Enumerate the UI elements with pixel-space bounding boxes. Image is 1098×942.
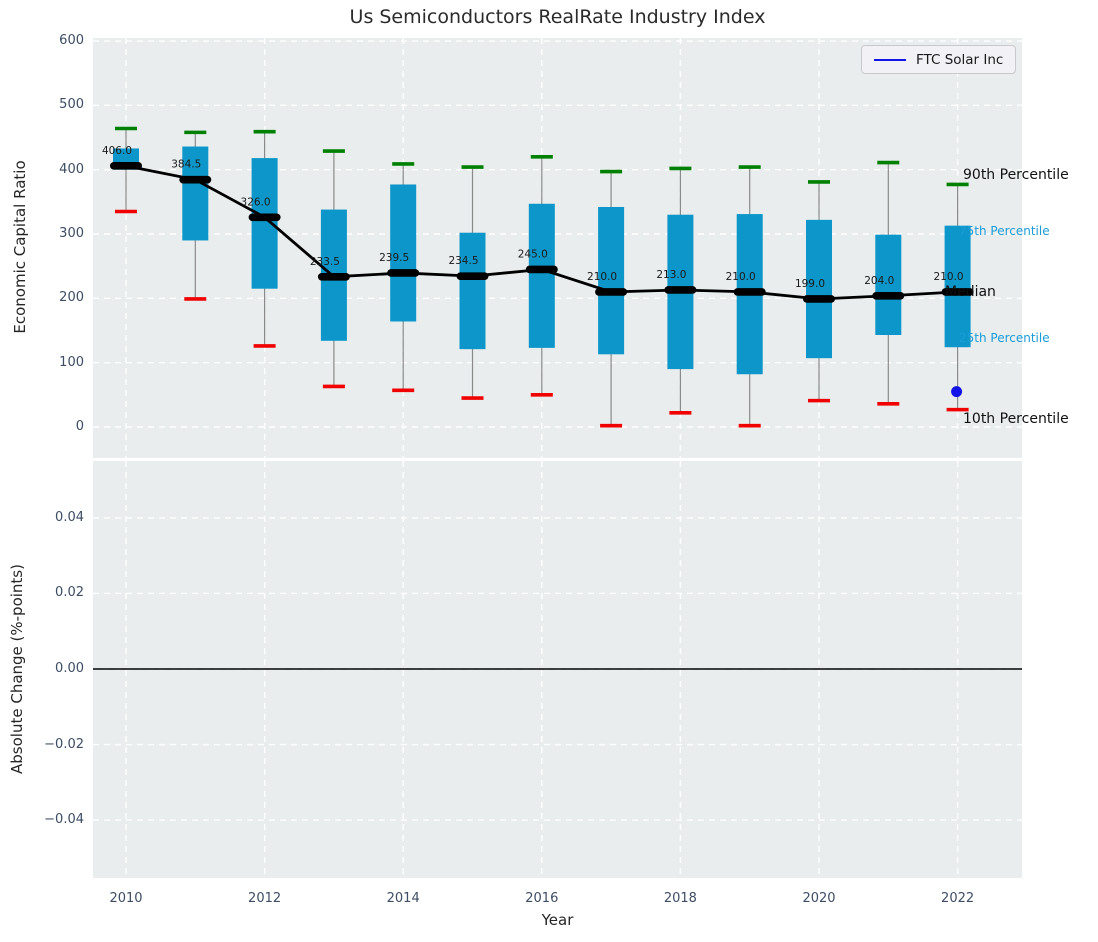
highlight-dot-ftc-solar bbox=[951, 386, 963, 398]
median-value-label: 210.0 bbox=[934, 271, 964, 283]
median-marker bbox=[456, 272, 489, 280]
median-value-label: 384.5 bbox=[171, 159, 201, 171]
median-value-label: 326.0 bbox=[241, 196, 271, 208]
y-tick-label-top: 0 bbox=[75, 419, 84, 434]
y-tick-label-bottom: −0.02 bbox=[44, 736, 84, 752]
median-marker bbox=[941, 288, 974, 296]
median-value-label: 239.5 bbox=[379, 252, 409, 264]
x-tick-label: 2012 bbox=[248, 891, 282, 906]
annotation-90th-percentile: 90th Percentile bbox=[963, 167, 1069, 183]
median-value-label: 210.0 bbox=[726, 271, 756, 283]
median-value-label: 204.0 bbox=[864, 275, 894, 287]
y-tick-label-top: 200 bbox=[59, 290, 84, 306]
x-axis-label: Year bbox=[541, 911, 574, 929]
median-marker bbox=[317, 272, 350, 281]
median-marker bbox=[595, 288, 628, 296]
median-marker bbox=[179, 175, 212, 184]
annotation-75th-percentile: 75th Percentile bbox=[959, 224, 1050, 238]
median-marker bbox=[664, 286, 697, 294]
percentile-box bbox=[528, 203, 555, 348]
x-tick-label: 2020 bbox=[802, 891, 836, 906]
percentile-box bbox=[944, 225, 971, 348]
median-marker bbox=[733, 288, 766, 296]
median-marker bbox=[110, 162, 142, 170]
median-value-label: 406.0 bbox=[102, 145, 132, 157]
x-tick-label: 2022 bbox=[941, 891, 975, 906]
chart-title: Us Semiconductors RealRate Industry Inde… bbox=[349, 6, 766, 28]
y-tick-label-top: 500 bbox=[59, 97, 84, 113]
y-tick-label-bottom: 0.04 bbox=[55, 509, 84, 525]
annotation-10th-percentile: 10th Percentile bbox=[963, 411, 1069, 427]
x-tick-label: 2018 bbox=[663, 891, 697, 906]
median-value-label: 245.0 bbox=[518, 248, 548, 260]
x-tick-label: 2016 bbox=[525, 891, 559, 906]
y-axis-label-top: Economic Capital Ratio bbox=[11, 160, 29, 334]
legend-line-swatch bbox=[874, 58, 906, 61]
boxplot-canvas: 406.0 384.5 326.0 233.5 239.5 234.5 245.0 210.0… bbox=[93, 38, 1022, 458]
percentile-box bbox=[875, 234, 902, 336]
top-axes-economic-capital-ratio: 406.0 384.5 326.0 233.5 239.5 234.5 245.0 210.0… bbox=[93, 38, 1069, 458]
y-tick-label-top: 100 bbox=[59, 354, 84, 370]
bottom-axes-absolute-change bbox=[93, 461, 1022, 878]
median-marker bbox=[872, 291, 905, 300]
y-tick-label-top: 600 bbox=[59, 33, 84, 49]
percentile-box bbox=[806, 219, 832, 359]
x-tick-label: 2010 bbox=[109, 891, 143, 906]
y-tick-label-top: 300 bbox=[59, 226, 84, 241]
legend: FTC Solar Inc bbox=[861, 45, 1017, 74]
y-tick-label-top: 400 bbox=[59, 161, 84, 177]
median-value-label: 233.5 bbox=[310, 256, 340, 268]
median-marker bbox=[387, 269, 420, 277]
median-marker bbox=[803, 295, 835, 303]
annotation-median: Median bbox=[945, 284, 996, 300]
x-tick-label: 2014 bbox=[386, 891, 420, 906]
percentile-box bbox=[598, 206, 625, 355]
median-value-label: 199.0 bbox=[795, 278, 825, 290]
percentile-box bbox=[182, 146, 209, 241]
median-value-label: 213.0 bbox=[656, 269, 686, 281]
y-tick-label-bottom: 0.02 bbox=[55, 585, 84, 601]
y-tick-label-bottom: 0.00 bbox=[55, 661, 84, 676]
y-tick-label-bottom: −0.04 bbox=[44, 812, 84, 828]
absolute-change-canvas bbox=[93, 461, 1022, 878]
median-marker bbox=[525, 265, 558, 274]
percentile-box bbox=[459, 232, 486, 350]
median-value-label: 210.0 bbox=[587, 271, 617, 283]
median-marker bbox=[248, 213, 281, 222]
legend-label: FTC Solar Inc bbox=[916, 51, 1004, 68]
percentile-box bbox=[390, 184, 417, 322]
median-value-label: 234.5 bbox=[448, 255, 478, 267]
annotation-25th-percentile: 25th Percentile bbox=[959, 331, 1050, 345]
